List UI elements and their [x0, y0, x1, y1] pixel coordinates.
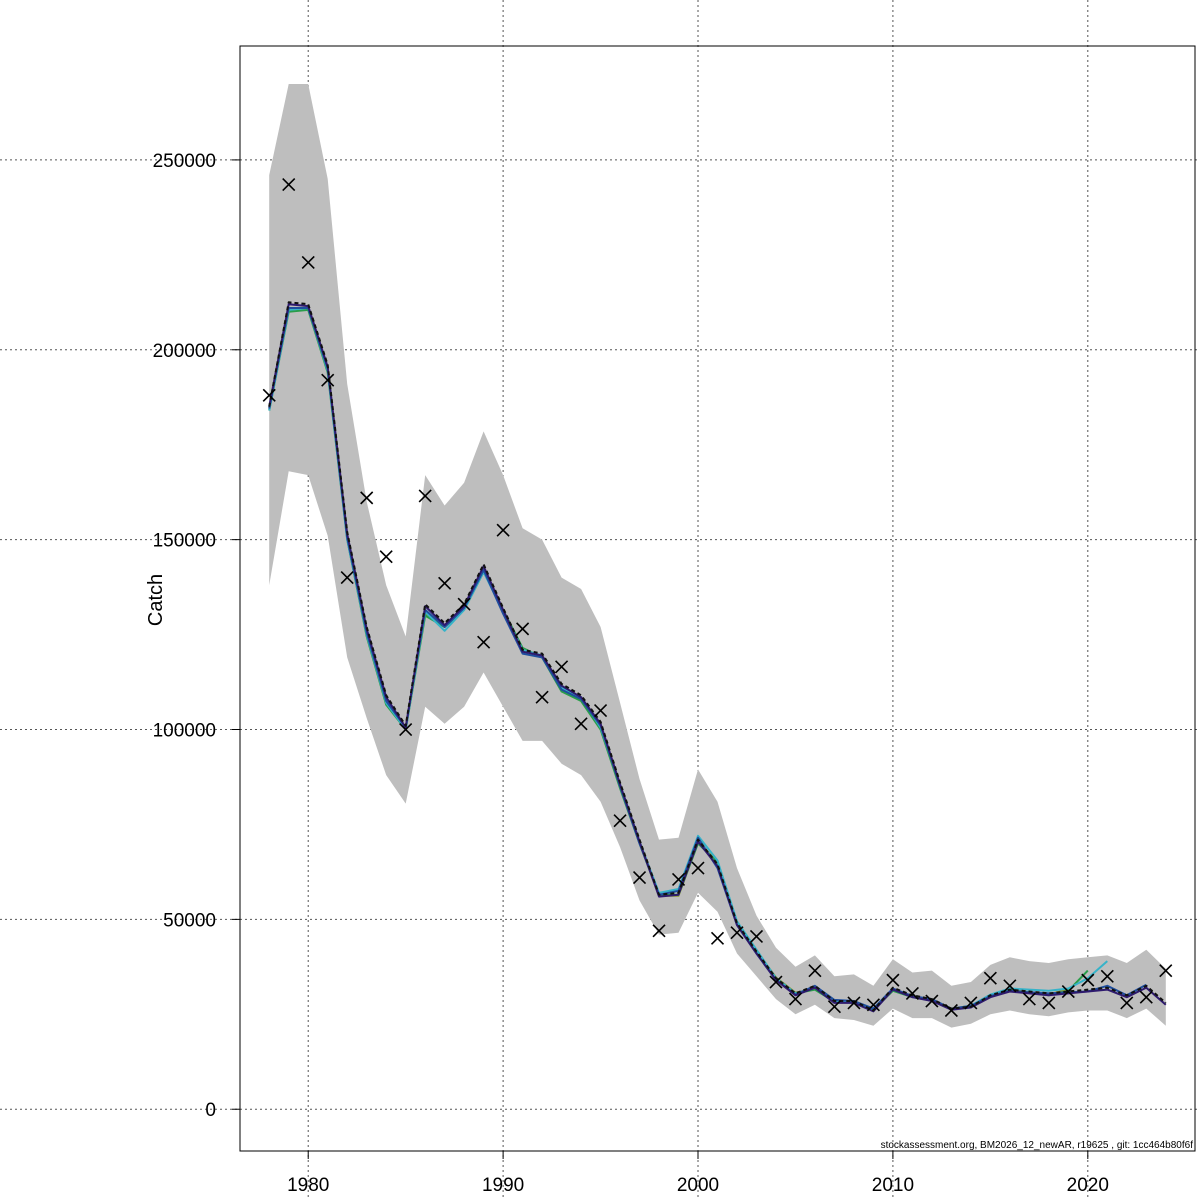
observed-point-1995 [593, 703, 608, 718]
confidence-band [269, 84, 1166, 1028]
observed-point-2023 [1139, 990, 1153, 1004]
x-axis-ticks: 1980 1990 2000 2010 2020 [287, 1151, 1109, 1196]
y-tick-label-2: 100000 [153, 721, 216, 742]
observed-point-1978 [262, 388, 276, 402]
observed-point-1999 [671, 872, 686, 887]
x-tick-label-3: 2010 [872, 1175, 914, 1196]
observed-point-2000 [691, 861, 705, 875]
y-tick-label-3: 150000 [153, 531, 216, 552]
observed-point-2004 [769, 975, 783, 989]
observed-point-1998 [652, 924, 666, 938]
footnote: stockassessment.org, BM2026_12_newAR, r1… [881, 1140, 1194, 1151]
observed-point-2006 [808, 964, 822, 978]
observed-point-1983 [360, 491, 374, 505]
observed-point-1981 [321, 373, 335, 387]
observed-point-2013 [944, 1003, 958, 1018]
observed-point-2015 [983, 971, 997, 985]
y-axis-title: Catch [145, 574, 167, 626]
observed-point-1989 [477, 635, 491, 649]
observed-point-1996 [613, 814, 627, 828]
observed-point-2008 [847, 996, 861, 1010]
observed-point-2022 [1120, 996, 1134, 1010]
x-tick-label-4: 2020 [1067, 1175, 1109, 1196]
observed-point-1985 [399, 722, 413, 737]
observed-point-2016 [1003, 979, 1017, 993]
observed-point-1982 [340, 571, 354, 585]
observed-point-1984 [379, 550, 393, 564]
x-tick-label-2: 2000 [677, 1175, 719, 1196]
observed-point-1980 [301, 255, 315, 270]
y-axis-ticks: 0 50000 100000 150000 200000 250000 [153, 151, 240, 1121]
x-tick-label-0: 1980 [287, 1175, 329, 1196]
y-tick-label-4: 200000 [153, 341, 216, 362]
series-line-0 [268, 301, 1167, 1012]
observed-point-1988 [457, 597, 471, 611]
observed-point-2012 [925, 994, 939, 1008]
observed-point-2001 [710, 931, 725, 945]
observed-point-1992 [535, 690, 549, 704]
observed-point-1991 [516, 622, 530, 636]
observed-point-2003 [749, 929, 764, 944]
observed-point-1979 [282, 178, 296, 192]
observed-point-2024 [1159, 964, 1173, 978]
observed-point-2002 [730, 926, 744, 940]
observed-point-1990 [496, 523, 510, 537]
observed-point-2019 [1061, 984, 1075, 999]
observed-point-2009 [866, 998, 880, 1012]
observed-point-2007 [827, 1000, 842, 1014]
x-tick-label-1: 1990 [482, 1175, 524, 1196]
observed-point-2011 [905, 986, 919, 1000]
observed-point-1994 [574, 717, 588, 731]
y-tick-label-5: 250000 [153, 151, 216, 172]
observed-point-1993 [555, 660, 569, 674]
observed-point-2020 [1081, 973, 1095, 987]
observed-point-1997 [632, 871, 647, 885]
observed-point-1987 [438, 576, 452, 590]
observed-point-2021 [1100, 969, 1114, 983]
observed-point-2010 [886, 973, 900, 987]
y-tick-label-0: 0 [205, 1100, 216, 1121]
observed-point-2014 [964, 996, 978, 1010]
plot-frame [239, 45, 1196, 1152]
observed-catch-points [262, 178, 1173, 1018]
observed-point-2005 [788, 992, 803, 1006]
observed-point-2018 [1042, 996, 1056, 1010]
y-tick-label-1: 50000 [163, 910, 216, 931]
observed-point-2017 [1022, 992, 1036, 1006]
observed-point-1986 [418, 489, 432, 503]
confidence-band-layer [269, 84, 1166, 1028]
